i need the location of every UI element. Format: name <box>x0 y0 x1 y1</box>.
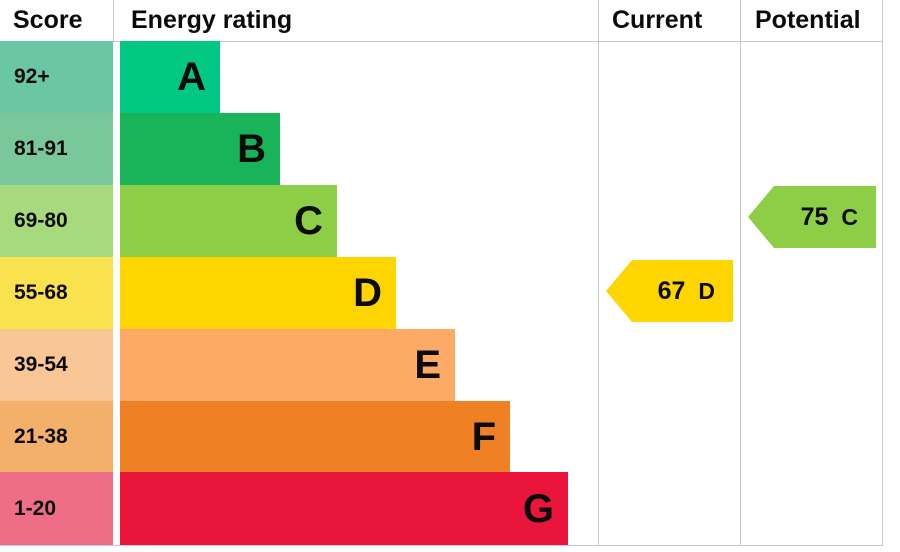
current-rating-arrow: 67 D <box>606 260 733 322</box>
rating-letter-d: D <box>353 271 382 315</box>
score-range-f: 21-38 <box>0 401 113 472</box>
rating-bar-f: F <box>120 401 510 472</box>
chart-bottom-divider <box>0 545 883 546</box>
header-bottom-divider <box>0 41 883 42</box>
rating-letter-b: B <box>237 127 266 171</box>
score-range-b: 81-91 <box>0 113 113 185</box>
rating-bar-e: E <box>120 329 455 401</box>
rating-letter-f: F <box>471 414 496 459</box>
rating-bar-g: G <box>120 472 568 545</box>
rating-bar-d: D <box>120 257 396 329</box>
current-rating-score: 67 <box>657 276 686 305</box>
current-column-divider <box>598 0 599 545</box>
score-range-d: 55-68 <box>0 257 113 329</box>
score-range-a: 92+ <box>0 41 113 113</box>
potential-rating-arrow: 75 C <box>748 186 876 248</box>
score-range-e: 39-54 <box>0 329 113 401</box>
rating-bar-b: B <box>120 113 280 185</box>
column-header-score: Score <box>13 6 83 34</box>
potential-rating-score: 75 <box>800 202 829 231</box>
chart-right-edge <box>882 0 883 545</box>
score-column-divider <box>113 0 114 41</box>
potential-column-divider <box>740 0 741 545</box>
rating-letter-g: G <box>522 486 554 531</box>
rating-letter-e: E <box>414 343 441 387</box>
column-header-current: Current <box>612 6 703 34</box>
current-rating-band: D <box>698 277 715 304</box>
potential-rating-band: C <box>841 203 858 230</box>
score-range-c: 69-80 <box>0 185 113 257</box>
rating-bar-a: A <box>120 41 220 113</box>
rating-bar-c: C <box>120 185 337 257</box>
rating-letter-a: A <box>177 55 206 99</box>
column-header-energy-rating: Energy rating <box>131 6 293 34</box>
column-header-potential: Potential <box>755 6 861 34</box>
rating-letter-c: C <box>294 199 323 243</box>
score-range-g: 1-20 <box>0 472 113 545</box>
